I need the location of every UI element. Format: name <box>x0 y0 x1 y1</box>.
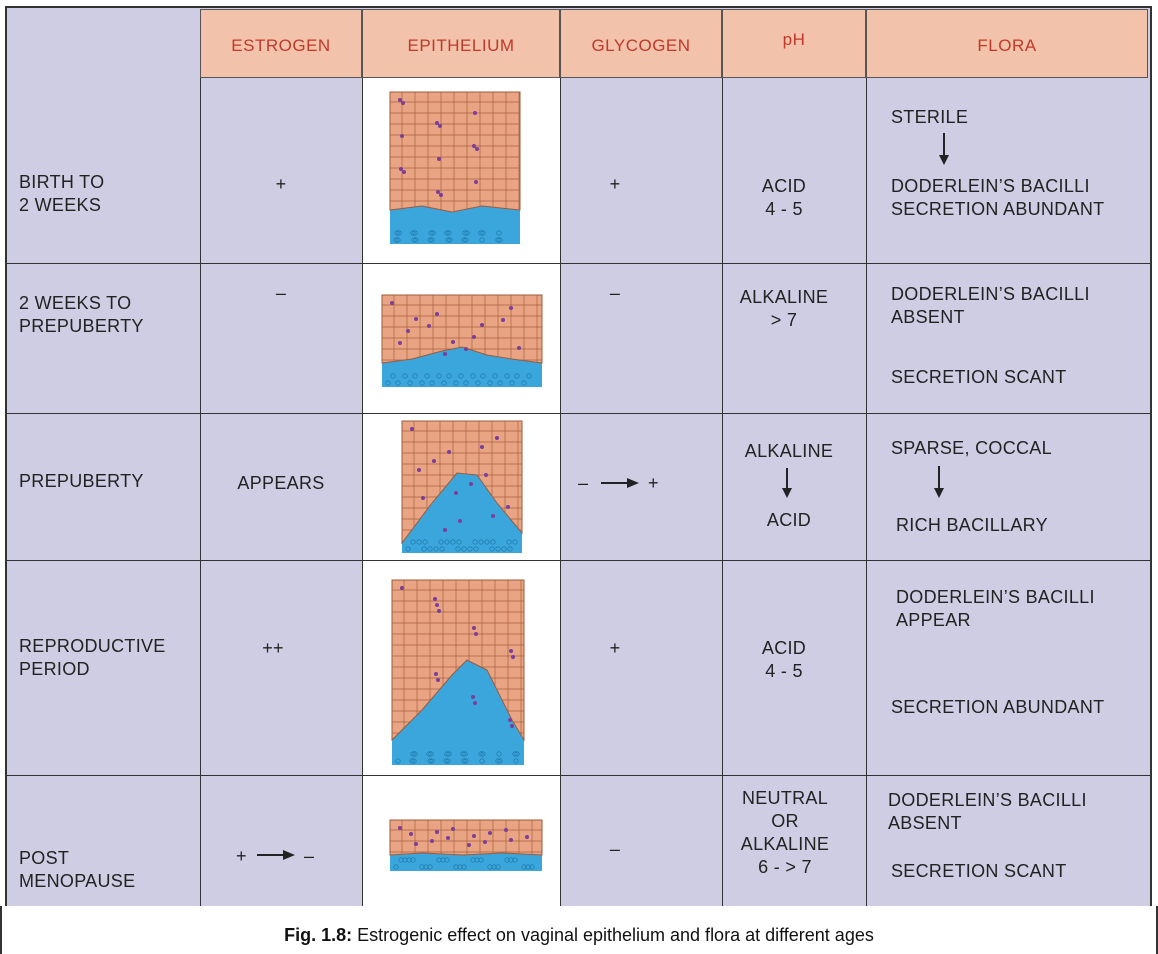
border-left <box>5 6 7 906</box>
epithelium-image-2 <box>362 263 560 413</box>
ph-value-4: ACID 4 - 5 <box>761 638 807 681</box>
glycogen-value-4: + <box>609 638 621 658</box>
flora-line-1-2: DODERLEIN’S BACILLI SECRETION ABUNDANT <box>891 176 1105 219</box>
age-label-3: PREPUBERTY <box>19 471 144 491</box>
glycogen-to-3: + <box>648 473 659 493</box>
age-label-5: POST MENOPAUSE <box>19 848 136 891</box>
estrogen-value-1: + <box>275 174 287 194</box>
col-divider-3 <box>560 78 561 906</box>
epithelium-image-1 <box>362 78 560 263</box>
caption-label: Fig. 1.8: <box>284 925 353 945</box>
flora-line-5-1: DODERLEIN’S BACILLI ABSENT <box>888 790 1087 833</box>
estrogen-from-5: + <box>236 846 247 866</box>
header-glycogen-cell <box>560 9 722 78</box>
header-ph: pH <box>782 30 806 49</box>
table-background <box>5 6 1152 906</box>
glycogen-value-2: – <box>609 283 621 303</box>
glycogen-value-1: + <box>609 174 621 194</box>
epithelium-image-4 <box>362 560 560 775</box>
age-label-2: 2 WEEKS TO PREPUBERTY <box>19 293 144 336</box>
down-arrow-icon <box>782 468 792 498</box>
row-divider-2 <box>5 413 1152 414</box>
epithelium-image-3 <box>362 413 560 560</box>
header-estrogen-cell <box>200 9 362 78</box>
glycogen-from-3: – <box>578 473 589 493</box>
right-arrow-icon <box>257 850 295 860</box>
header-epithelium: EPITHELIUM <box>407 36 515 55</box>
col-divider-2 <box>362 78 363 906</box>
caption-box: Fig. 1.8: Estrogenic effect on vaginal e… <box>0 906 1158 954</box>
border-top <box>5 6 1152 8</box>
age-label-1: BIRTH TO 2 WEEKS <box>19 172 105 215</box>
caption-text: Estrogenic effect on vaginal epithelium … <box>352 925 874 945</box>
right-arrow-icon <box>601 478 639 488</box>
estrogen-to-5: – <box>304 846 315 866</box>
flora-line-4-2: SECRETION ABUNDANT <box>891 697 1105 717</box>
estrogen-value-3: APPEARS <box>237 473 325 493</box>
estrogen-value-2: – <box>275 283 287 303</box>
down-arrow-icon <box>939 133 949 165</box>
col-divider-5 <box>866 78 867 906</box>
ph-value-1: ACID 4 - 5 <box>761 176 807 219</box>
flora-line-3-1: SPARSE, COCCAL <box>891 438 1052 458</box>
glycogen-value-5: – <box>609 839 621 859</box>
ph-from-3: ALKALINE <box>744 441 834 461</box>
row-divider-4 <box>5 775 1152 776</box>
ph-value-2: ALKALINE > 7 <box>739 287 829 330</box>
row-divider-3 <box>5 560 1152 561</box>
epithelium-image-5 <box>362 775 560 906</box>
flora-line-1-1: STERILE <box>891 107 969 127</box>
flora-line-4-1: DODERLEIN’S BACILLI APPEAR <box>896 587 1095 630</box>
header-flora-cell <box>866 9 1148 78</box>
header-epithelium-cell <box>362 9 560 78</box>
age-label-4: REPRODUCTIVE PERIOD <box>19 636 166 679</box>
col-divider-1 <box>200 78 201 906</box>
header-estrogen: ESTROGEN <box>231 36 331 55</box>
border-right <box>1150 6 1152 906</box>
estrogen-value-4: ++ <box>262 638 284 658</box>
row-divider-1 <box>5 263 1152 264</box>
ph-value-5: NEUTRAL OR ALKALINE 6 - > 7 <box>740 788 830 877</box>
header-flora: FLORA <box>977 36 1037 55</box>
flora-line-5-2: SECRETION SCANT <box>891 861 1067 881</box>
ph-to-3: ACID <box>766 510 812 530</box>
flora-line-3-2: RICH BACILLARY <box>896 515 1048 535</box>
flora-line-2-2: SECRETION SCANT <box>891 367 1067 387</box>
flora-line-2-1: DODERLEIN’S BACILLI ABSENT <box>891 284 1090 327</box>
header-ph-cell <box>722 9 866 78</box>
figure-caption: Fig. 1.8: Estrogenic effect on vaginal e… <box>2 925 1156 946</box>
col-divider-4 <box>722 78 723 906</box>
header-glycogen: GLYCOGEN <box>591 36 691 55</box>
down-arrow-icon <box>934 466 944 498</box>
